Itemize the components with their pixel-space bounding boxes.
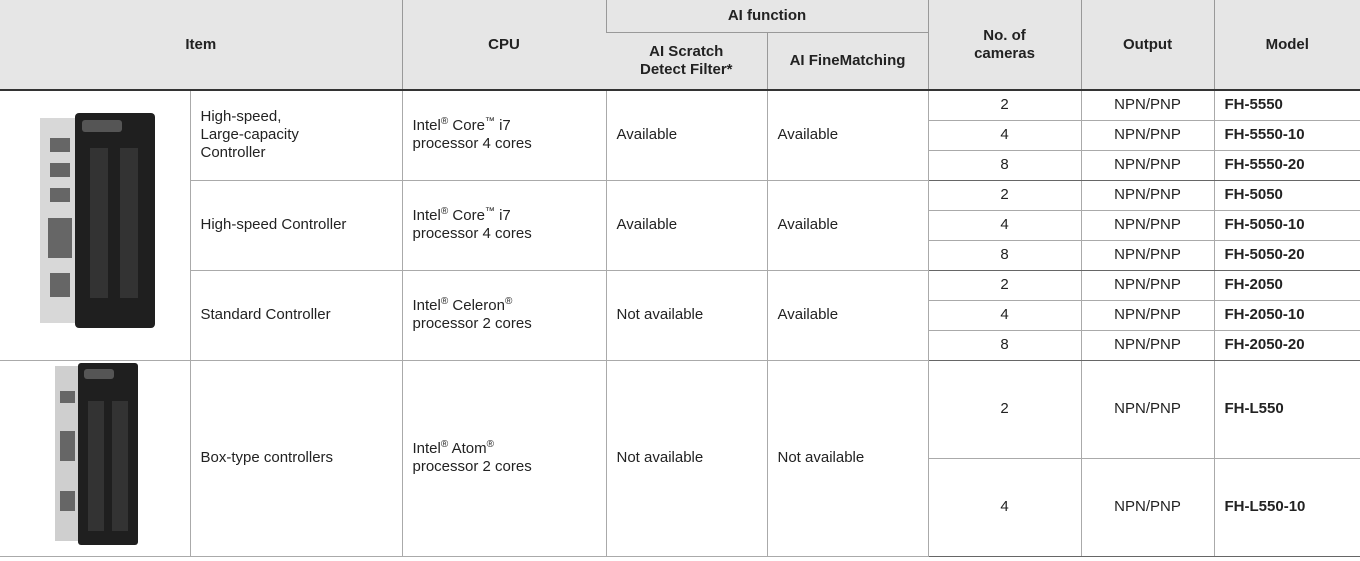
output: NPN/PNP — [1080, 90, 1215, 121]
cameras: 2 — [927, 270, 1082, 301]
output: NPN/PNP — [1080, 150, 1215, 181]
cameras: 8 — [927, 240, 1082, 271]
model: FH-L550-10 — [1213, 458, 1360, 557]
table-row: 8 NPN/PNP FH-5050-20 — [0, 240, 1360, 271]
header-ai-fine: AI FineMatching — [766, 32, 929, 91]
table-row: High-speed Controller Intel® Core™ i7 proc… — [0, 180, 1360, 271]
header-line: AI Scratch — [649, 42, 724, 60]
table-row: 4 NPN/PNP FH-5050-10 — [0, 210, 1360, 241]
table-row: Standard Controller Intel® Celeron® proces… — [0, 270, 1360, 361]
cpu: Intel® Atom® processor 2 cores — [401, 360, 606, 557]
table-row: 4 NPN/PNP FH-L550-10 — [0, 458, 1360, 557]
table-row: 4 NPN/PNP FH-2050-10 — [0, 300, 1360, 331]
header-ai-function: AI function — [605, 0, 929, 33]
model: FH-2050-10 — [1213, 300, 1360, 331]
model: FH-5050-20 — [1213, 240, 1360, 271]
header-row: AI Scratch Detect Filter* AI FineMatching — [0, 32, 1360, 91]
cpu: Intel® Celeron® processor 2 cores — [401, 270, 606, 361]
table-row: Box-type controllers Intel® Atom® processo… — [0, 360, 1360, 557]
table-row: 8 NPN/PNP FH-2050-20 — [0, 330, 1360, 361]
text-line: Intel® Celeron® — [412, 296, 513, 315]
ai-fine: Available — [766, 270, 929, 361]
header-item: Item — [0, 0, 402, 91]
image-cell — [0, 90, 190, 361]
text-line: processor 2 cores — [412, 315, 532, 332]
ai-scratch: Not available — [605, 360, 767, 557]
ai-scratch: Not available — [605, 270, 767, 361]
header-row: Item CPU AI function No. of cameras Outpu… — [0, 0, 1360, 91]
model: FH-2050-20 — [1213, 330, 1360, 361]
table-row: High-speed, Large-capacity Controller Intel… — [0, 90, 1360, 361]
output: NPN/PNP — [1080, 270, 1215, 301]
cameras: 2 — [927, 90, 1082, 121]
output: NPN/PNP — [1080, 458, 1215, 557]
ai-fine: Available — [766, 90, 929, 181]
text-line: High-speed, — [200, 108, 282, 126]
model: FH-5550-20 — [1213, 150, 1360, 181]
text-line: Box-type controllers — [200, 449, 334, 466]
model: FH-5050-10 — [1213, 210, 1360, 241]
header-line: No. of — [983, 26, 1026, 44]
text-line: Intel® Atom® — [412, 439, 494, 458]
model: FH-L550 — [1213, 360, 1360, 459]
cameras: 2 — [927, 180, 1082, 211]
ai-scratch: Available — [605, 180, 767, 271]
cameras: 8 — [927, 150, 1082, 181]
output: NPN/PNP — [1080, 330, 1215, 361]
item-name: Box-type controllers — [189, 360, 402, 557]
cameras: 4 — [927, 458, 1082, 557]
table-row: 8 NPN/PNP FH-5550-20 — [0, 150, 1360, 181]
cameras: 4 — [927, 210, 1082, 241]
output: NPN/PNP — [1080, 120, 1215, 151]
text-line: Standard Controller — [200, 306, 331, 323]
controller-image — [39, 112, 155, 328]
header-output: Output — [1080, 0, 1215, 91]
header-cameras: No. of cameras — [927, 0, 1082, 91]
header-cpu: CPU — [401, 0, 606, 91]
text-line: processor 2 cores — [412, 458, 532, 475]
model: FH-5050 — [1213, 180, 1360, 211]
output: NPN/PNP — [1080, 300, 1215, 331]
cameras: 4 — [927, 120, 1082, 151]
text-line: processor 4 cores — [412, 135, 532, 153]
header-ai-scratch: AI Scratch Detect Filter* — [606, 32, 767, 91]
table-body: High-speed, Large-capacity Controller Intel… — [0, 90, 1360, 557]
output: NPN/PNP — [1080, 240, 1215, 271]
text-line: processor 4 cores — [412, 225, 532, 242]
cameras: 4 — [927, 300, 1082, 331]
item-name: Standard Controller — [189, 270, 402, 361]
item-name: High-speed Controller — [189, 180, 402, 271]
ai-fine: Not available — [766, 360, 929, 557]
item-name: High-speed, Large-capacity Controller — [189, 90, 402, 181]
cameras: 8 — [927, 330, 1082, 361]
cpu: Intel® Core™ i7 processor 4 cores — [401, 180, 606, 271]
output: NPN/PNP — [1080, 180, 1215, 211]
cameras: 2 — [927, 360, 1082, 459]
table-header: Item CPU AI function No. of cameras Outpu… — [0, 0, 1360, 91]
output: NPN/PNP — [1080, 360, 1215, 459]
image-cell — [0, 360, 190, 557]
text-line: Intel® Core™ i7 — [412, 116, 511, 135]
header-model: Model — [1213, 0, 1360, 91]
text-line: Large-capacity — [200, 126, 299, 144]
text-line: High-speed Controller — [200, 216, 347, 233]
model: FH-5550 — [1213, 90, 1360, 121]
model: FH-2050 — [1213, 270, 1360, 301]
output: NPN/PNP — [1080, 210, 1215, 241]
header-line: Detect Filter* — [639, 60, 733, 78]
header-line: cameras — [974, 44, 1035, 62]
model: FH-5550-10 — [1213, 120, 1360, 151]
controller-image — [54, 362, 138, 545]
text-line: Intel® Core™ i7 — [412, 206, 511, 225]
ai-fine: Available — [766, 180, 929, 271]
ai-scratch: Available — [605, 90, 767, 181]
cpu: Intel® Core™ i7 processor 4 cores — [401, 90, 606, 181]
text-line: Controller — [200, 144, 266, 162]
table-row: 4 NPN/PNP FH-5550-10 — [0, 120, 1360, 151]
